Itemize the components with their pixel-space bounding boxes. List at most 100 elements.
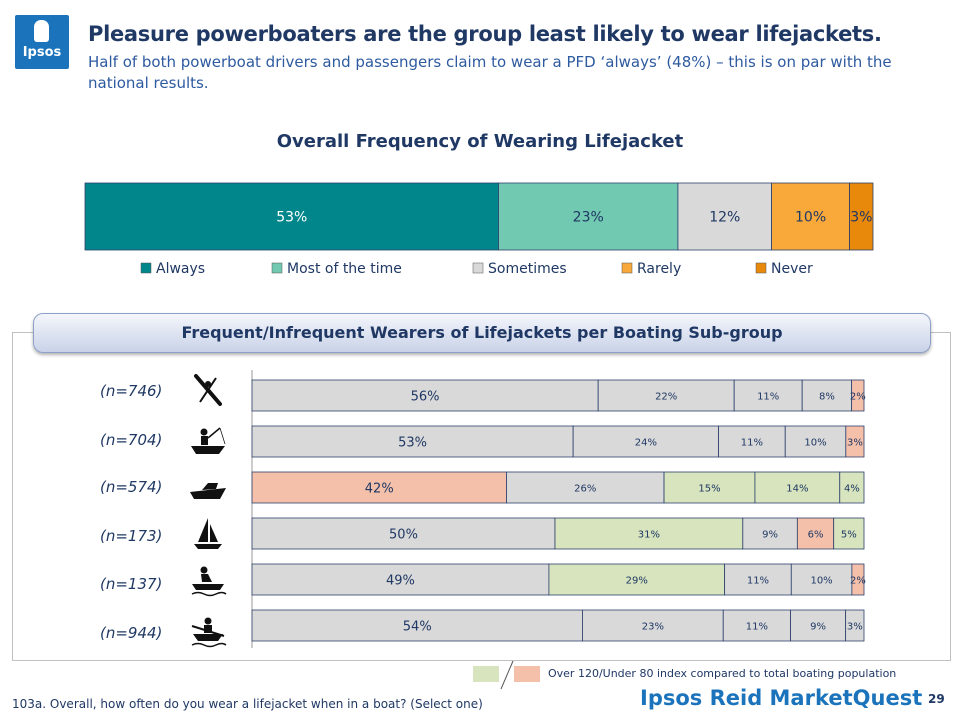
overall-bar-label: 3%	[850, 210, 872, 226]
subgroup-bar-segment	[833, 517, 865, 550]
row-label-sailboat: (n=173)	[100, 527, 163, 545]
legend-swatch	[621, 262, 633, 274]
row-label-rowboat: (n=944)	[100, 624, 163, 642]
overall-chart-title: Overall Frequency of Wearing Lifejacket	[276, 131, 684, 152]
brand-wordmark: Ipsos Reid MarketQuest	[640, 686, 923, 710]
subgroup-bar-segment	[845, 425, 865, 458]
row-label-kayak: (n=746)	[100, 382, 163, 400]
slide-title: Pleasure powerboaters are the group leas…	[88, 22, 882, 46]
subgroup-bar-label: 9%	[762, 530, 778, 541]
subgroup-bar-label: 10%	[810, 576, 832, 587]
subgroup-bar-segment	[251, 379, 599, 412]
subgroup-bar-label: 2%	[850, 576, 866, 587]
subgroup-bar-label: 2%	[850, 392, 866, 403]
subgroup-bar-segment	[796, 517, 835, 550]
fishing-boat-icon	[191, 427, 226, 454]
subgroup-bar-label: 5%	[841, 530, 857, 541]
subgroup-bar-label: 8%	[819, 392, 835, 403]
subgroup-bar-label: 3%	[847, 438, 863, 449]
logo-mark-icon	[34, 20, 49, 42]
footnote: 103a. Overall, how often do you wear a l…	[12, 697, 483, 711]
subgroup-bar-label: 42%	[365, 482, 394, 497]
kayak-icon	[194, 374, 222, 406]
overall-bar-segment	[84, 182, 499, 251]
legend-entry: Sometimes	[488, 261, 567, 277]
page-number: 29	[928, 692, 945, 706]
legend-entry: Never	[771, 261, 813, 277]
subgroup-bar-segment	[784, 425, 847, 458]
rowboat-icon	[191, 617, 227, 648]
personal-watercraft-icon	[191, 566, 227, 597]
low-index-swatch	[514, 666, 540, 682]
subgroup-bar-segment	[554, 517, 744, 550]
subgroup-bar-label: 3%	[847, 622, 863, 633]
row-label-fishing: (n=704)	[100, 431, 163, 449]
subgroup-bar-segment	[845, 609, 865, 642]
subgroup-bar-label: 29%	[626, 576, 648, 587]
subgroup-bar-segment	[251, 609, 583, 642]
subgroup-bar-label: 4%	[844, 484, 860, 495]
subgroup-bar-label: 24%	[635, 438, 657, 449]
subgroup-bar-segment	[754, 471, 841, 504]
subgroup-bar-label: 11%	[747, 576, 769, 587]
subgroup-bar-segment	[801, 379, 853, 412]
subgroup-bar-label: 31%	[638, 530, 660, 541]
subgroup-bar-label: 50%	[389, 528, 418, 543]
high-index-swatch	[473, 666, 499, 682]
subgroup-bar-segment	[582, 609, 724, 642]
overall-bar-segment	[498, 182, 679, 251]
subgroup-bar-segment	[718, 425, 786, 458]
subgroup-bar-label: 49%	[386, 574, 415, 589]
subgroup-bar-label: 54%	[403, 620, 432, 635]
sailboat-icon	[194, 518, 222, 549]
legend-divider	[500, 660, 514, 690]
subgroup-bar-segment	[790, 609, 847, 642]
subgroup-bar-label: 10%	[804, 438, 826, 449]
ipsos-logo: Ipsos	[15, 15, 69, 69]
subgroup-bar-label: 53%	[398, 436, 427, 451]
subgroup-bar-segment	[572, 425, 719, 458]
logo-text: Ipsos	[22, 45, 62, 60]
legend-swatch	[755, 262, 767, 274]
subgroup-bar-segment	[251, 563, 550, 596]
overall-bar-label: 10%	[795, 210, 826, 226]
subgroup-bar-label: 11%	[746, 622, 768, 633]
legend-entry: Always	[156, 261, 205, 277]
subgroup-bar-segment	[839, 471, 865, 504]
overall-bar-label: 23%	[573, 210, 604, 226]
subgroup-bar-segment	[742, 517, 798, 550]
subgroup-bar-segment	[851, 563, 865, 596]
row-label-powerboat: (n=574)	[100, 478, 163, 496]
overall-bar-segment	[677, 182, 772, 251]
subgroup-bar-label: 14%	[786, 484, 808, 495]
index-legend-text: Over 120/Under 80 index compared to tota…	[548, 667, 897, 680]
subgroup-bar-segment	[597, 379, 735, 412]
subgroup-bar-segment	[722, 609, 791, 642]
subgroup-bar-label: 15%	[698, 484, 720, 495]
subgroup-bar-label: 11%	[757, 392, 779, 403]
legend-swatch	[472, 262, 484, 274]
subgroup-bar-segment	[548, 563, 726, 596]
subgroup-chart-title: Frequent/Infrequent Wearers of Lifejacke…	[33, 313, 931, 353]
slide-subtitle: Half of both powerboat drivers and passe…	[88, 53, 892, 92]
subgroup-bar-label: 22%	[655, 392, 677, 403]
subgroup-bar-label: 56%	[411, 390, 440, 405]
subgroup-bar-segment	[851, 379, 865, 412]
overall-bar-label: 12%	[709, 210, 740, 226]
row-label-pwc: (n=137)	[100, 575, 163, 593]
subgroup-bar-label: 6%	[808, 530, 824, 541]
subgroup-bar-segment	[724, 563, 792, 596]
subgroup-bar-segment	[733, 379, 803, 412]
overall-bar-segment	[771, 182, 850, 251]
legend-entry: Most of the time	[287, 261, 402, 277]
legend-entry: Rarely	[637, 261, 681, 277]
subgroup-bar-segment	[506, 471, 665, 504]
subgroup-bar-segment	[251, 471, 507, 504]
subgroup-bar-segment	[663, 471, 756, 504]
overall-bar-label: 53%	[276, 210, 307, 226]
legend-swatch	[140, 262, 152, 274]
powerboat-icon	[190, 483, 226, 499]
subgroup-bar-label: 23%	[642, 622, 664, 633]
subgroup-bar-segment	[251, 517, 556, 550]
